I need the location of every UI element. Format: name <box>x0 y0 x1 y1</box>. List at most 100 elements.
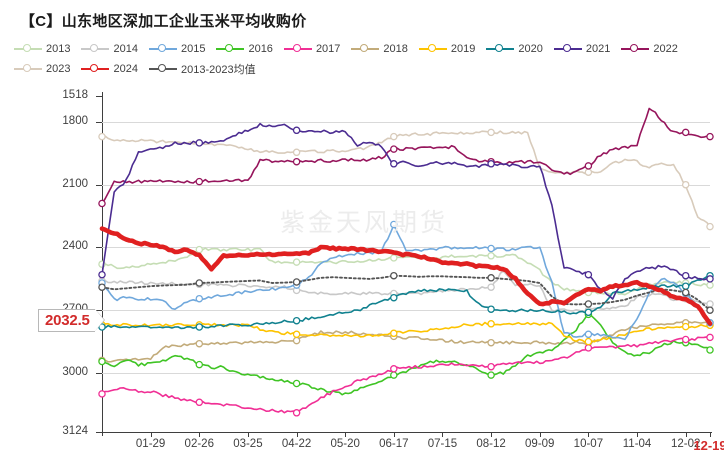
series-marker-2016 <box>292 379 301 388</box>
series-marker-2021 <box>584 270 593 279</box>
legend-marker-icon <box>495 43 504 52</box>
legend-marker-icon <box>225 43 234 52</box>
series-marker-2017 <box>681 335 690 344</box>
x-tick-label: 05-20 <box>330 438 360 450</box>
legend-item-2021[interactable]: 2021 <box>553 40 611 57</box>
legend-item-2020[interactable]: 2020 <box>486 40 543 57</box>
series-marker-2017 <box>98 390 106 398</box>
x-tick-label: 02-26 <box>184 438 214 450</box>
legend-label: 2024 <box>113 62 138 75</box>
x-tick-mark <box>247 432 249 437</box>
legend-label: 2016 <box>248 42 273 55</box>
legend-marker-icon <box>292 43 301 52</box>
x-tick-label: 10-07 <box>573 438 604 450</box>
x-tick-label: 04-22 <box>281 438 312 450</box>
legend-marker-icon <box>90 43 99 52</box>
series-marker-2022 <box>390 145 398 153</box>
legend-label: 2023 <box>46 62 71 75</box>
legend-label: 2021 <box>585 42 611 55</box>
line-marker-icon <box>14 63 42 75</box>
series-marker-2016 <box>195 360 204 369</box>
series-marker-2013 <box>390 254 398 262</box>
series-marker-2023 <box>681 180 690 189</box>
legend-item-2019[interactable]: 2019 <box>418 40 475 57</box>
legend-label: 2020 <box>518 42 543 55</box>
series-marker-2023 <box>706 222 714 231</box>
legend-label: 2014 <box>113 42 138 55</box>
legend-label: 2022 <box>653 42 678 55</box>
series-marker-2013-2023均值 <box>195 279 204 287</box>
gridline <box>102 310 710 312</box>
series-marker-2019 <box>584 337 593 346</box>
series-marker-2020 <box>292 316 301 325</box>
series-marker-2023 <box>98 132 106 141</box>
series-marker-2013-2023均值 <box>706 306 714 314</box>
series-marker-2017 <box>706 333 714 342</box>
legend-label: 2017 <box>315 42 341 55</box>
legend-item-2022[interactable]: 2022 <box>621 40 678 57</box>
legend-item-2016[interactable]: 2016 <box>216 40 273 57</box>
series-marker-2016 <box>98 357 106 366</box>
y-tick-label: 3000 <box>62 366 88 378</box>
legend-item-2013-2023均值[interactable]: 2013-2023均值 <box>148 60 256 77</box>
legend-marker-icon <box>360 43 369 52</box>
y-tick-label: 2400 <box>62 240 88 253</box>
series-marker-2018 <box>195 339 204 348</box>
series-marker-2023 <box>487 128 495 137</box>
line-marker-icon <box>486 43 515 55</box>
x-tick-mark <box>539 432 541 437</box>
series-marker-2014 <box>487 283 495 291</box>
series-marker-2023 <box>584 168 593 176</box>
legend-item-2023[interactable]: 2023 <box>14 60 70 77</box>
series-marker-2017 <box>292 409 301 417</box>
series-marker-2022 <box>98 199 106 208</box>
y-tick-label: 2100 <box>62 177 88 190</box>
line-marker-icon <box>14 43 42 55</box>
series-marker-2013-2023均值 <box>487 274 495 282</box>
series-marker-2018 <box>292 336 301 345</box>
series-marker-2019 <box>390 329 398 338</box>
x-tick-mark <box>588 432 590 437</box>
series-marker-2022 <box>195 177 204 186</box>
gridline <box>102 373 710 374</box>
legend-item-2014[interactable]: 2014 <box>81 40 138 57</box>
series-line-2023 <box>101 130 711 228</box>
series-marker-2015 <box>487 244 495 253</box>
last-value-callout: 2032.5 <box>38 309 105 332</box>
series-marker-2019 <box>487 320 495 328</box>
line-marker-icon <box>553 43 582 55</box>
legend-item-2024[interactable]: 2024 <box>81 60 138 77</box>
legend-item-2015[interactable]: 2015 <box>148 40 206 57</box>
series-marker-2013-2023均值 <box>681 288 690 297</box>
series-marker-2021 <box>292 126 301 135</box>
page-title: 【C】山东地区深加工企业玉米平均收购价 <box>20 13 307 30</box>
series-line-2022 <box>101 107 711 205</box>
series-marker-2015 <box>390 220 398 229</box>
x-tick-label: 03-25 <box>233 438 263 450</box>
series-line-2019 <box>101 321 711 344</box>
x-tick-mark <box>685 432 687 437</box>
legend-item-2013[interactable]: 2013 <box>14 40 70 57</box>
series-marker-2013-2023均值 <box>584 300 593 308</box>
line-marker-icon <box>148 43 177 55</box>
series-marker-2013-2023均值 <box>98 283 106 291</box>
series-marker-2021 <box>98 270 106 279</box>
last-value-text: 2032.5 <box>45 312 90 329</box>
line-marker-icon <box>216 43 245 55</box>
legend-label: 2015 <box>180 42 206 55</box>
x-axis-line <box>102 432 712 433</box>
y-tick-mark <box>96 247 102 249</box>
legend-item-2018[interactable]: 2018 <box>351 40 408 57</box>
series-marker-2016 <box>390 371 398 379</box>
series-marker-2020 <box>681 282 690 290</box>
series-line-2013 <box>101 247 711 296</box>
plot-area <box>98 96 714 432</box>
series-marker-2022 <box>292 157 301 166</box>
series-marker-2022 <box>681 128 690 137</box>
legend-item-2017[interactable]: 2017 <box>283 40 341 57</box>
series-marker-2016 <box>487 371 495 379</box>
y-tick-mark <box>96 184 102 186</box>
x-tick-mark <box>393 432 395 437</box>
legend-label: 2013 <box>46 42 71 55</box>
